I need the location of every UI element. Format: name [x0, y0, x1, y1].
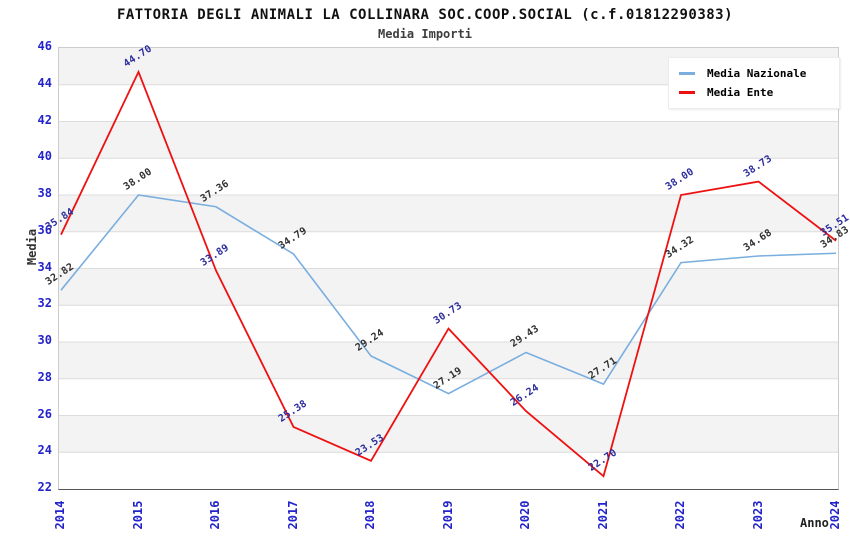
x-tick-label: 2019: [440, 500, 455, 530]
series-line-media-nazionale: [60, 194, 837, 395]
x-tick-label: 2021: [595, 500, 610, 530]
y-tick-label: 28: [37, 369, 52, 384]
series-canvas: [59, 69, 838, 478]
y-tick-label: 38: [37, 186, 52, 200]
x-tick-label: 2024: [828, 500, 842, 530]
y-tick-label: 26: [37, 406, 52, 421]
legend: Media Nazionale Media Ente: [668, 57, 840, 109]
x-tick-label: 2020: [518, 500, 532, 530]
x-tick-label: 2016: [208, 500, 222, 530]
legend-item-media-ente: Media Ente: [679, 83, 839, 102]
y-tick-label: 32: [37, 296, 52, 311]
plot-area: [58, 47, 839, 490]
x-tick-label: 2022: [673, 500, 687, 530]
x-tick-label: 2014: [53, 500, 67, 530]
chart-subtitle: Media Importi: [378, 27, 472, 41]
y-tick-label: 34: [37, 259, 52, 274]
y-tick-label: 40: [37, 149, 52, 164]
y-tick-label: 30: [37, 333, 52, 347]
x-tick-label: 2015: [130, 500, 145, 530]
x-axis-label: Anno: [800, 516, 829, 530]
chart-title: FATTORIA DEGLI ANIMALI LA COLLINARA SOC.…: [116, 7, 734, 23]
legend-label: Media Ente: [707, 86, 774, 99]
series-line-media-ente: [60, 69, 837, 478]
y-tick-label: 22: [37, 480, 52, 494]
x-tick-label: 2018: [363, 500, 377, 530]
legend-label: Media Nazionale: [707, 67, 807, 80]
x-tick-label: 2017: [285, 500, 300, 530]
x-tick-label: 2023: [750, 500, 765, 530]
y-tick-label: 24: [37, 443, 52, 458]
y-tick-label: 42: [37, 112, 52, 127]
y-tick-label: 46: [37, 39, 52, 53]
legend-item-media-nazionale: Media Nazionale: [679, 64, 839, 83]
legend-line-swatch-red: [679, 91, 695, 94]
y-tick-label: 36: [37, 222, 52, 237]
y-tick-label: 44: [37, 75, 52, 90]
legend-line-swatch-blue: [679, 72, 695, 75]
